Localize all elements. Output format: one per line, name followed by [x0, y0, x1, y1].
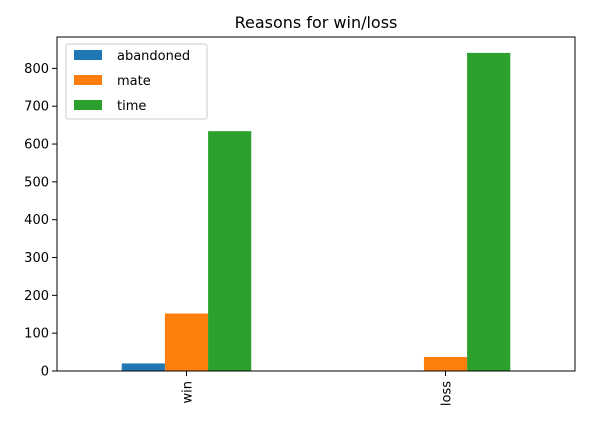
chart-title: Reasons for win/loss	[235, 13, 398, 32]
y-tick-label: 100	[24, 327, 49, 342]
bar-mate-loss	[423, 357, 468, 371]
bar-time-loss	[467, 52, 511, 371]
plot-frame	[56, 36, 576, 372]
bar-mate-win	[164, 313, 209, 371]
y-tick-label: 700	[24, 100, 49, 115]
bar-abandoned-win	[121, 363, 165, 371]
bars-group	[121, 52, 511, 371]
y-tick-label: 400	[24, 213, 49, 228]
bar-time-win	[208, 131, 252, 371]
y-tick-label: 300	[24, 251, 49, 266]
y-tick-label: 0	[41, 365, 49, 380]
legend-label-time: time	[117, 99, 146, 114]
legend-swatch-abandoned	[74, 50, 102, 60]
legend: abandoned mate time	[65, 43, 208, 120]
y-tick-label: 200	[24, 289, 49, 304]
y-axis: 0 100 200 300 400 500 600 700 800	[24, 62, 57, 380]
legend-label-mate: mate	[117, 74, 151, 89]
legend-swatch-time	[74, 100, 102, 110]
y-tick-label: 500	[24, 175, 49, 190]
y-tick-label: 600	[24, 138, 49, 153]
x-axis: win loss	[181, 371, 455, 406]
legend-label-abandoned: abandoned	[117, 49, 190, 64]
x-tick-label: loss	[440, 381, 455, 406]
x-tick-label: win	[181, 381, 196, 403]
legend-swatch-mate	[74, 75, 102, 85]
y-tick-label: 800	[24, 62, 49, 77]
